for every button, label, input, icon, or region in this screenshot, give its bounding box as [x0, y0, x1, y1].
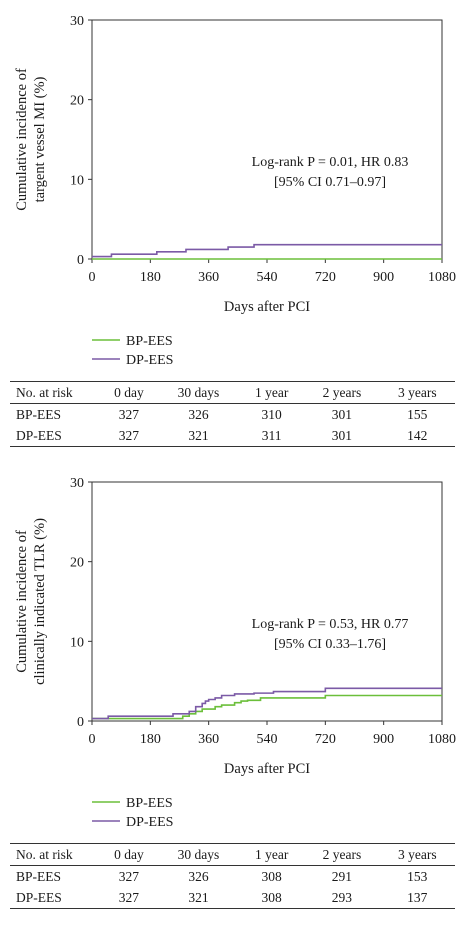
y-tick-label: 10: [70, 635, 84, 650]
x-tick-label: 360: [198, 270, 219, 285]
series-line: [92, 694, 442, 720]
risk-cell: 293: [331, 889, 353, 905]
risk-header-cell: No. at risk: [16, 384, 73, 400]
risk-cell: 327: [118, 406, 140, 422]
risk-cell: 327: [118, 889, 140, 905]
risk-cell: 291: [331, 868, 353, 884]
risk-table-row: BP-EES 327 326 308 291 153: [10, 866, 455, 888]
risk-cell: 308: [261, 868, 282, 884]
plot-frame: [91, 481, 443, 722]
x-axis-label: Days after PCI: [224, 299, 310, 315]
risk-header-cell: No. at risk: [16, 846, 73, 862]
risk-cell: 301: [331, 427, 353, 443]
legend-label: BP-EES: [126, 796, 173, 811]
logrank-annotation: Log-rank P = 0.01, HR 0.83: [252, 155, 409, 170]
risk-table-mi: No. at risk 0 day 30 days 1 year 2 years…: [10, 381, 455, 447]
y-tick-label: 0: [77, 715, 84, 730]
risk-cell: 308: [261, 889, 282, 905]
y-tick-label: 30: [70, 476, 84, 491]
risk-cell: 137: [407, 889, 428, 905]
x-axis-label: Days after PCI: [224, 761, 310, 777]
legend-label: DP-EES: [126, 815, 173, 830]
risk-cell: 311: [261, 427, 282, 443]
risk-cell: 326: [188, 406, 209, 422]
risk-row-label: DP-EES: [16, 889, 62, 905]
logrank-annotation: [95% CI 0.71–0.97]: [274, 175, 386, 190]
risk-table-tlr: No. at risk 0 day 30 days 1 year 2 years…: [10, 843, 455, 909]
logrank-annotation: [95% CI 0.33–1.76]: [274, 637, 386, 652]
risk-header-cell: 3 years: [397, 384, 437, 400]
risk-cell: 142: [407, 427, 428, 443]
risk-header-cell: 2 years: [322, 384, 362, 400]
risk-row-label: DP-EES: [16, 427, 62, 443]
x-tick-label: 720: [315, 732, 336, 747]
x-tick-label: 0: [89, 270, 96, 285]
y-tick-label: 10: [70, 173, 84, 188]
risk-cell: 321: [188, 427, 209, 443]
risk-table-row: DP-EES 327 321 311 301 142: [10, 425, 455, 447]
y-axis-label: targent vessel MI (%): [32, 76, 48, 202]
risk-row-label: BP-EES: [16, 406, 62, 422]
y-tick-label: 20: [70, 556, 84, 571]
x-tick-label: 360: [198, 732, 219, 747]
x-tick-label: 180: [140, 270, 161, 285]
risk-table-header: No. at risk 0 day 30 days 1 year 2 years…: [10, 381, 455, 404]
series-line: [92, 687, 442, 720]
risk-header-cell: 1 year: [254, 384, 289, 400]
risk-row-label: BP-EES: [16, 868, 62, 884]
risk-cell: 326: [188, 868, 209, 884]
risk-header-cell: 0 day: [114, 384, 144, 400]
risk-header-cell: 1 year: [254, 846, 289, 862]
x-tick-label: 1080: [428, 732, 456, 747]
risk-cell: 153: [407, 868, 428, 884]
risk-cell: 155: [407, 406, 428, 422]
x-tick-label: 900: [373, 732, 394, 747]
y-axis-label: Cumulative incidence of: [14, 68, 30, 211]
risk-header-cell: 2 years: [322, 846, 362, 862]
km-chart-mi: 0 10 20 30 0 180 360 540 720 900 1080 Days after PC…: [14, 14, 456, 368]
y-tick-label: 0: [77, 253, 84, 268]
chart-panel-tlr: 0 10 20 30 0 180 360 540 720 900 1080 Days after PC…: [0, 462, 474, 929]
risk-cell: 301: [331, 406, 353, 422]
y-tick-label: 20: [70, 94, 84, 109]
risk-cell: 310: [261, 406, 282, 422]
risk-header-cell: 30 days: [177, 846, 220, 862]
chart-panel-mi: 0 10 20 30 0 180 360 540 720 900 1080 Days after PC…: [0, 0, 474, 462]
risk-cell: 321: [188, 889, 209, 905]
risk-header-cell: 3 years: [397, 846, 437, 862]
risk-table-row: BP-EES 327 326 310 301 155: [10, 404, 455, 426]
y-tick-label: 30: [70, 14, 84, 29]
risk-table-header: No. at risk 0 day 30 days 1 year 2 years…: [10, 843, 455, 866]
legend-label: DP-EES: [126, 353, 173, 368]
x-tick-label: 180: [140, 732, 161, 747]
km-chart-tlr: 0 10 20 30 0 180 360 540 720 900 1080 Days after PC…: [14, 476, 456, 830]
x-tick-label: 1080: [428, 270, 456, 285]
y-axis-label: clinically indicated TLR (%): [32, 518, 48, 685]
x-tick-label: 0: [89, 732, 96, 747]
logrank-annotation: Log-rank P = 0.53, HR 0.77: [252, 617, 409, 632]
x-tick-label: 720: [315, 270, 336, 285]
x-tick-label: 900: [373, 270, 394, 285]
risk-cell: 327: [118, 868, 140, 884]
x-tick-label: 540: [257, 732, 278, 747]
risk-header-cell: 0 day: [114, 846, 144, 862]
series-line: [92, 243, 442, 258]
plot-frame: [91, 19, 443, 260]
risk-table-row: DP-EES 327 321 308 293 137: [10, 887, 455, 909]
x-tick-label: 540: [257, 270, 278, 285]
y-axis-label: Cumulative incidence of: [14, 530, 30, 673]
legend-label: BP-EES: [126, 334, 173, 349]
risk-header-cell: 30 days: [177, 384, 220, 400]
risk-cell: 327: [118, 427, 140, 443]
